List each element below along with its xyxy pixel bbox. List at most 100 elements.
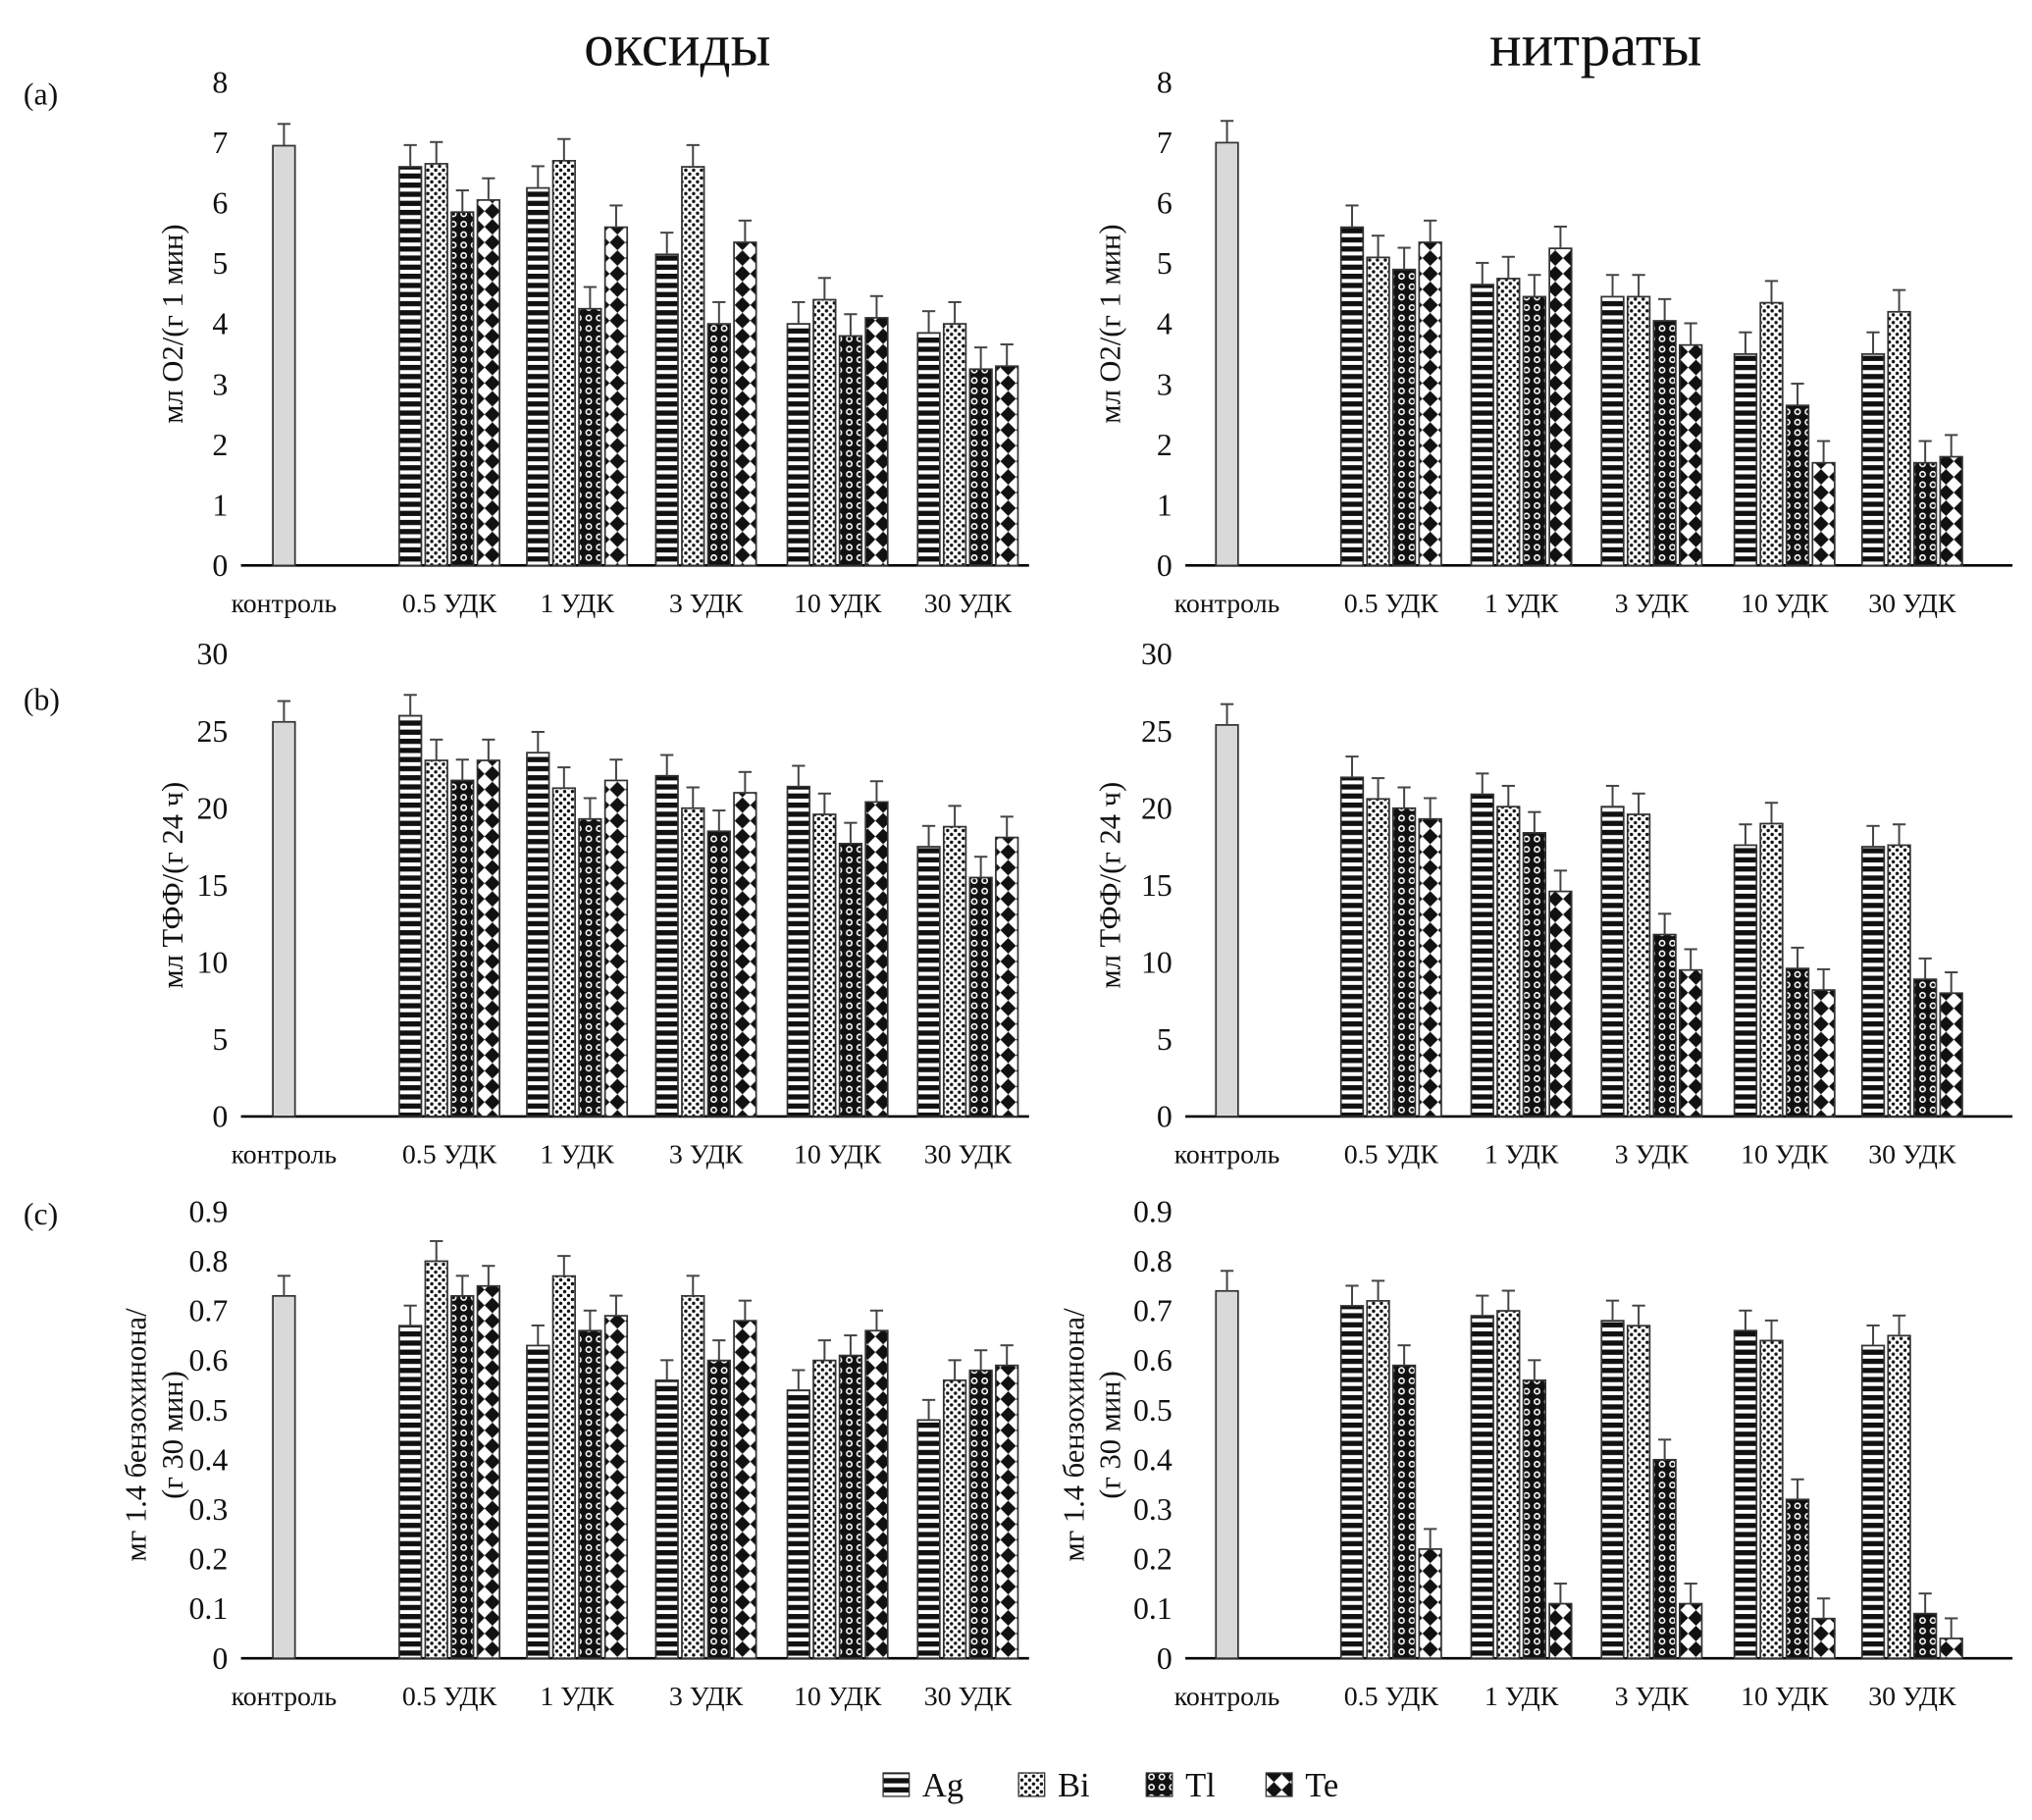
bar-tl [1785, 967, 1810, 1118]
legend-swatch-te [1265, 1772, 1293, 1797]
bar-te [1939, 455, 1963, 567]
bar-tl [968, 368, 993, 567]
x-tick-label: 0.5 УДК [402, 1682, 497, 1712]
bar-bi [551, 160, 576, 567]
y-tick-label: 4 [212, 307, 228, 341]
x-tick-label: контроль [1174, 1682, 1280, 1712]
bar-ag [526, 186, 550, 567]
bar-tl [1785, 404, 1810, 567]
x-tick-label: контроль [232, 589, 338, 619]
x-tick-label: 0.5 УДК [1344, 1682, 1439, 1712]
bar-te [1418, 817, 1442, 1118]
chart-c-nitrates: 0 0.1 0.2 0.3 0.4 0.5 0.6 0.7 0.8 0.9 мг 1.4 бензо… [1058, 1194, 2013, 1712]
y-tick-label: 2 [212, 428, 228, 462]
bar-tl [1391, 1364, 1417, 1660]
bar-te [1679, 968, 1703, 1118]
y-tick-label: 6 [212, 186, 228, 221]
x-tick-label: 1 УДК [1485, 1682, 1559, 1712]
y-tick-label: 0.7 [188, 1294, 228, 1328]
bar-bi [1887, 310, 1911, 567]
bar-ag [1733, 844, 1758, 1118]
y-tick-label: 0.3 [188, 1492, 228, 1527]
bar-tl [1522, 295, 1547, 567]
y-tick-label: 15 [1141, 868, 1172, 903]
bar-ag [526, 1344, 550, 1660]
bar-tl [1912, 978, 1938, 1118]
bar-bi [1366, 798, 1390, 1118]
y-tick-label: 10 [196, 945, 228, 979]
y-tick-label: 0.5 [188, 1393, 228, 1428]
x-tick-label: 1 УДК [540, 1682, 614, 1712]
bar-tl [450, 779, 475, 1118]
legend-swatch-bi [1017, 1772, 1046, 1797]
bar-te [1679, 1602, 1703, 1660]
y-axis-label: мл ТФФ/(г 24 ч) [156, 782, 189, 989]
x-tick-label: 3 УДК [669, 1140, 744, 1170]
bar-te [733, 241, 757, 567]
y-tick-label: 10 [1141, 945, 1172, 979]
bar-ag [916, 846, 941, 1118]
x-tick-label: 1 УДК [540, 1140, 614, 1170]
y-axis-label: мл O2/(г 1 мин) [156, 224, 189, 423]
chart-b-oxides: 0 5 10 15 20 25 30 мл ТФФ/(г 24 ч) контроль 0.5 У… [156, 637, 1029, 1170]
bar-ag [1860, 353, 1886, 567]
bar-ag [786, 323, 810, 567]
bar-bi [1496, 806, 1521, 1118]
bar-bi [942, 1378, 967, 1660]
bar-tl [1522, 1378, 1547, 1660]
y-tick-label: 0.2 [188, 1542, 228, 1577]
y-tick-label: 20 [1141, 791, 1172, 825]
y-tick-label: 6 [1157, 186, 1172, 221]
bar-ag [1733, 1329, 1758, 1660]
chart-c-oxides: 0 0.1 0.2 0.3 0.4 0.5 0.6 0.7 0.8 0.9 мг 1.4 бензо… [120, 1194, 1029, 1712]
x-tick-label: 30 УДК [1868, 589, 1956, 619]
bar-ag [1600, 295, 1625, 567]
bar-tl [838, 335, 863, 567]
bar-te [995, 1364, 1019, 1660]
bar-bi [1887, 1334, 1911, 1660]
bar-te [1811, 989, 1836, 1118]
y-tick-label: 8 [1157, 65, 1172, 99]
bar-tl [706, 323, 731, 567]
x-tick-label: 10 УДК [1741, 1682, 1829, 1712]
bar-bi [1887, 844, 1911, 1118]
x-tick-label: 10 УДК [1741, 589, 1829, 619]
bar-te [1811, 1617, 1836, 1660]
bar-te [476, 199, 500, 567]
bar-ag [1600, 1320, 1625, 1660]
x-tick-label: 10 УДК [794, 1682, 882, 1712]
x-tick-label: 30 УДК [924, 589, 1013, 619]
bar-control [272, 720, 296, 1118]
legend-label-te: Te [1305, 1767, 1338, 1804]
x-tick-label: 10 УДК [794, 589, 882, 619]
legend-swatch-ag [882, 1772, 911, 1797]
bar-control [272, 1294, 296, 1660]
bar-tl [578, 1329, 602, 1660]
bar-tl [968, 876, 993, 1118]
bar-te [603, 779, 629, 1118]
y-tick-label: 0.7 [1133, 1294, 1172, 1328]
bar-te [1418, 1548, 1442, 1660]
x-tick-label: 3 УДК [1615, 1140, 1690, 1170]
x-tick-label: 3 УДК [669, 1682, 744, 1712]
bar-bi [1759, 822, 1784, 1118]
y-tick-label: 7 [1157, 126, 1172, 160]
x-tick-label: 10 УДК [794, 1140, 882, 1170]
bar-tl [706, 1359, 731, 1660]
legend-label-tl: Tl [1185, 1767, 1216, 1804]
bar-tl [450, 1294, 475, 1660]
bar-bi [942, 825, 967, 1118]
bar-te [1811, 461, 1836, 567]
y-axis-label: мл O2/(г 1 мин) [1094, 224, 1127, 423]
bar-ag [1339, 776, 1365, 1118]
x-tick-label: 30 УДК [1868, 1140, 1956, 1170]
y-tick-label: 0 [1157, 1641, 1172, 1676]
bar-ag [1339, 1305, 1365, 1660]
bar-ag [786, 785, 810, 1118]
panel-label-c: (c) [24, 1197, 58, 1231]
bar-bi [1626, 1325, 1651, 1660]
bar-control [1215, 724, 1239, 1118]
y-tick-label: 3 [1157, 367, 1172, 401]
chart-a-oxides: 0 1 2 3 4 5 6 7 8 мл O2/(г 1 мин) контроль 0.5 УДК 1… [156, 65, 1029, 619]
bar-bi [1496, 278, 1521, 567]
